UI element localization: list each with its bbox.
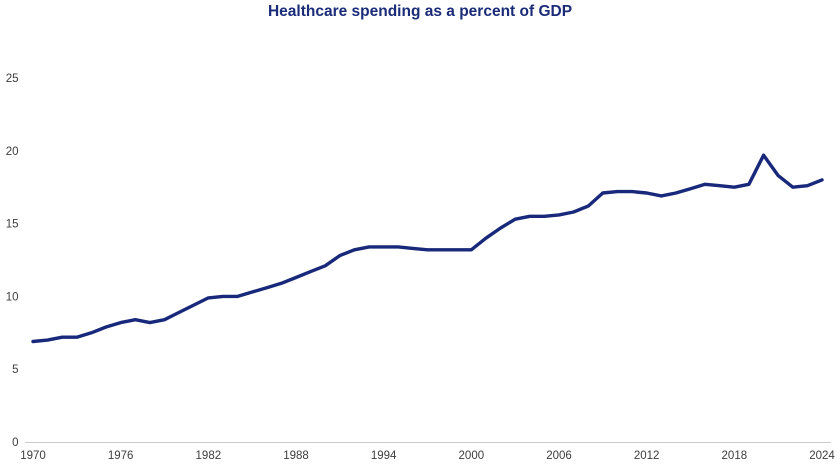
- x-axis-tick-label: 2018: [722, 450, 748, 462]
- y-axis-tick-label: 25: [6, 73, 19, 85]
- x-axis-tick-label: 1988: [283, 450, 309, 462]
- x-axis-tick-label: 1970: [20, 450, 46, 462]
- x-axis-tick-label: 2000: [459, 450, 485, 462]
- x-axis-tick-label: 1994: [371, 450, 397, 462]
- x-axis-tick-label: 2006: [546, 450, 572, 462]
- y-axis-tick-label: 20: [6, 146, 19, 158]
- x-axis-tick-label: 2012: [634, 450, 660, 462]
- chart-title: Healthcare spending as a percent of GDP: [267, 3, 573, 20]
- y-axis-tick-label: 5: [12, 364, 18, 376]
- x-axis-tick-label: 2024: [809, 450, 835, 462]
- y-axis-tick-label: 0: [12, 437, 18, 449]
- y-axis-tick-label: 10: [6, 291, 19, 303]
- x-axis-tick-label: 1976: [108, 450, 134, 462]
- spending-line: [31, 153, 824, 344]
- x-axis-tick-label: 1982: [196, 450, 222, 462]
- y-axis-tick-label: 15: [6, 219, 19, 231]
